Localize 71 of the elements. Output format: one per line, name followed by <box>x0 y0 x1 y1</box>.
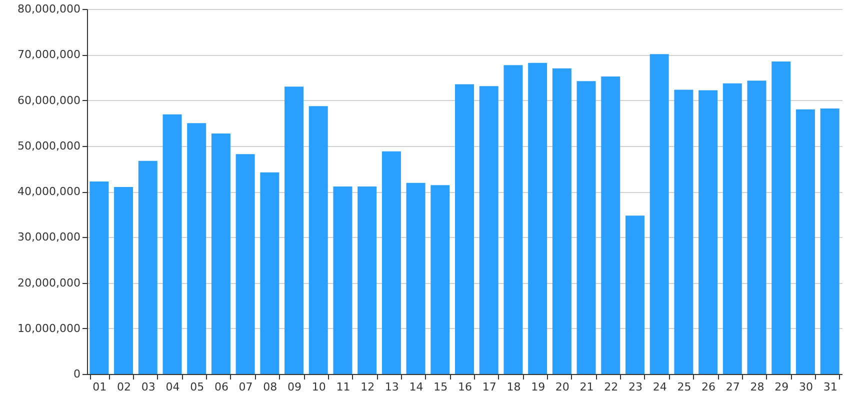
x-tick-label: 17 <box>482 380 496 394</box>
x-tick-label: 09 <box>288 380 302 394</box>
x-tick-label: 02 <box>117 380 132 394</box>
y-tick-label: 20,000,000 <box>18 276 80 290</box>
bar <box>430 185 450 374</box>
x-tick-label: 08 <box>263 380 278 394</box>
x-tick-label: 25 <box>677 380 692 394</box>
bar <box>747 80 766 374</box>
y-tick-label: 70,000,000 <box>18 48 80 62</box>
x-tick-label: 13 <box>384 380 399 394</box>
x-tick-label: 19 <box>531 380 546 394</box>
bar <box>796 109 815 374</box>
x-tick-label: 18 <box>506 380 521 394</box>
x-tick-label: 01 <box>92 380 107 394</box>
bar <box>772 61 791 374</box>
bar <box>358 186 377 374</box>
bar <box>260 172 280 374</box>
y-tick-label: 80,000,000 <box>18 2 80 16</box>
bar <box>236 154 255 374</box>
x-tick-label: 12 <box>360 380 375 394</box>
x-tick-label: 24 <box>652 380 667 394</box>
bar <box>333 186 352 374</box>
x-tick-label: 04 <box>166 380 180 394</box>
x-tick-label: 14 <box>409 380 424 394</box>
x-tick-label: 03 <box>141 380 156 394</box>
y-tick-label: 0 <box>74 368 80 380</box>
x-tick-label: 11 <box>336 380 350 394</box>
x-tick-label: 15 <box>434 380 448 394</box>
x-tick-label: 05 <box>190 380 204 394</box>
bar <box>698 90 718 374</box>
y-tick-label: 40,000,000 <box>18 185 80 198</box>
x-tick-label: 26 <box>702 380 716 394</box>
bar <box>479 86 498 374</box>
bar <box>308 106 328 374</box>
x-tick-label: 28 <box>750 380 764 394</box>
x-tick-label: 29 <box>774 380 789 394</box>
bar <box>382 151 401 374</box>
x-tick-label: 21 <box>580 380 594 394</box>
bar <box>187 123 206 374</box>
bar <box>601 76 620 374</box>
bar <box>722 83 742 374</box>
x-tick-label: 06 <box>214 380 228 394</box>
x-tick-label: 23 <box>628 380 642 394</box>
y-tick-label: 30,000,000 <box>18 230 80 244</box>
y-tick-label: 60,000,000 <box>18 94 80 107</box>
bar <box>674 90 694 374</box>
x-tick-label: 22 <box>604 380 618 394</box>
bar <box>625 216 644 374</box>
bar <box>114 186 134 374</box>
x-tick-label: 20 <box>555 380 570 394</box>
bar <box>552 68 572 374</box>
bar <box>90 181 109 374</box>
bar <box>650 54 669 374</box>
bar <box>528 62 548 374</box>
x-tick-label: 31 <box>823 380 838 394</box>
bar <box>504 65 523 374</box>
bar <box>820 108 840 374</box>
x-tick-label: 16 <box>458 380 472 394</box>
y-tick-label: 50,000,000 <box>18 139 80 152</box>
y-tick-label: 10,000,000 <box>18 322 80 335</box>
x-tick-label: 27 <box>726 380 740 394</box>
bar <box>211 134 230 374</box>
bar <box>138 160 158 374</box>
x-tick-label: 07 <box>238 380 253 394</box>
x-tick-label: 10 <box>312 380 326 394</box>
bar <box>284 86 304 374</box>
bar <box>576 81 596 374</box>
bar <box>406 182 426 374</box>
bar <box>455 84 474 374</box>
x-tick-label: 30 <box>798 380 813 394</box>
bar <box>162 114 182 374</box>
